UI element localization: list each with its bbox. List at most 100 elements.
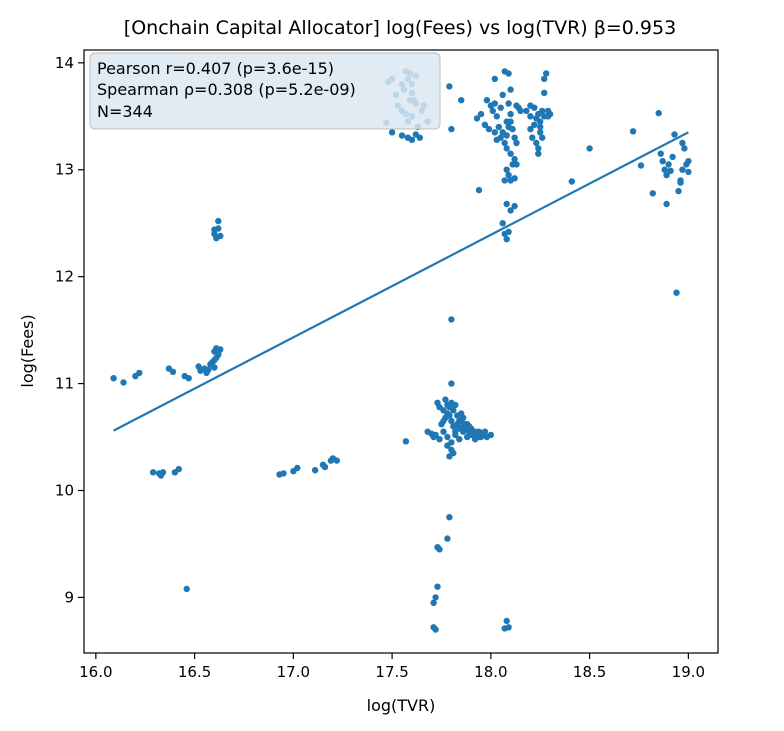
data-point: [505, 624, 512, 631]
fit-layer: [113, 131, 689, 432]
data-point: [529, 134, 536, 141]
data-point: [546, 110, 554, 118]
data-point: [537, 129, 544, 136]
data-point: [663, 200, 670, 208]
data-point: [675, 187, 682, 195]
data-point: [434, 583, 441, 590]
data-point: [436, 436, 443, 443]
data-point: [629, 128, 637, 135]
x-ticks: 16.0 16.5 17.0 17.5 18.0 18.5 19.0: [79, 653, 705, 681]
x-tick-label: 18.5: [573, 663, 606, 681]
data-point: [473, 115, 481, 122]
data-point: [679, 166, 686, 173]
data-point: [434, 544, 441, 551]
data-point: [481, 121, 489, 128]
data-point: [586, 145, 593, 152]
data-point: [440, 417, 447, 425]
data-point: [503, 617, 510, 625]
data-point: [501, 177, 508, 184]
data-point: [444, 442, 451, 449]
data-point: [110, 375, 117, 382]
data-point: [507, 207, 514, 214]
data-point: [450, 407, 457, 414]
data-point: [311, 467, 319, 474]
data-point: [442, 396, 449, 403]
y-tick-label: 11: [55, 375, 74, 393]
data-point: [541, 75, 548, 83]
data-point: [136, 369, 143, 377]
data-point: [511, 202, 518, 210]
data-point: [527, 113, 534, 120]
points-layer: [110, 68, 692, 633]
data-point: [175, 465, 182, 473]
data-point: [509, 125, 516, 133]
data-point: [505, 100, 512, 107]
data-point: [448, 125, 455, 133]
data-point: [430, 599, 437, 606]
data-point: [169, 368, 177, 375]
data-point: [294, 464, 301, 472]
data-point: [513, 139, 520, 147]
data-point: [681, 145, 688, 152]
stat-spearman: Spearman ρ=0.308 (p=5.2e-09): [97, 80, 356, 99]
data-point: [533, 139, 540, 147]
data-point: [446, 412, 453, 419]
data-point: [402, 438, 410, 445]
data-point: [446, 83, 453, 90]
data-point: [501, 139, 508, 147]
data-point: [477, 110, 485, 118]
data-point: [655, 109, 662, 117]
y-ticks: 9 10 11 12 13 14: [55, 54, 84, 606]
data-point: [503, 200, 510, 208]
data-point: [215, 217, 222, 225]
data-point: [531, 121, 538, 128]
data-point: [505, 70, 512, 77]
data-point: [211, 364, 218, 371]
data-point: [503, 166, 510, 173]
chart-title: [Onchain Capital Allocator] log(Fees) vs…: [124, 17, 676, 39]
data-point: [493, 113, 500, 120]
data-point: [458, 97, 465, 104]
data-point: [215, 349, 222, 356]
data-point: [537, 123, 544, 131]
y-axis-label: log(Fees): [18, 314, 37, 387]
data-point: [280, 470, 287, 477]
data-point: [685, 168, 692, 176]
data-point: [505, 171, 512, 179]
x-tick-label: 19.0: [672, 663, 705, 681]
data-point: [507, 150, 514, 157]
data-point: [661, 166, 668, 173]
data-point: [444, 401, 451, 409]
data-point: [673, 289, 680, 296]
y-tick-label: 13: [55, 161, 74, 179]
data-point: [440, 428, 447, 435]
regression-line: [113, 131, 689, 432]
data-point: [535, 145, 542, 152]
data-point: [432, 626, 439, 633]
data-point: [456, 436, 463, 443]
data-point: [541, 89, 548, 97]
stat-pearson: Pearson r=0.407 (p=3.6e-15): [97, 59, 334, 78]
data-point: [388, 129, 396, 136]
data-point: [517, 107, 524, 115]
data-point: [475, 186, 483, 194]
data-point: [444, 535, 451, 542]
data-point: [513, 161, 520, 168]
data-point: [649, 190, 656, 197]
x-tick-label: 16.5: [178, 663, 211, 681]
data-point: [430, 433, 437, 441]
data-point: [499, 91, 506, 99]
data-point: [511, 134, 518, 141]
data-point: [685, 158, 692, 165]
plot-area-frame: [83, 49, 719, 654]
data-point: [444, 433, 451, 441]
data-point: [491, 100, 498, 107]
data-point: [568, 178, 575, 185]
data-point: [398, 132, 406, 139]
x-tick-label: 18.0: [474, 663, 507, 681]
data-point: [507, 118, 514, 125]
x-axis-label: log(TVR): [367, 696, 436, 715]
data-point: [531, 104, 538, 111]
data-point: [211, 226, 218, 233]
data-point: [543, 70, 550, 77]
